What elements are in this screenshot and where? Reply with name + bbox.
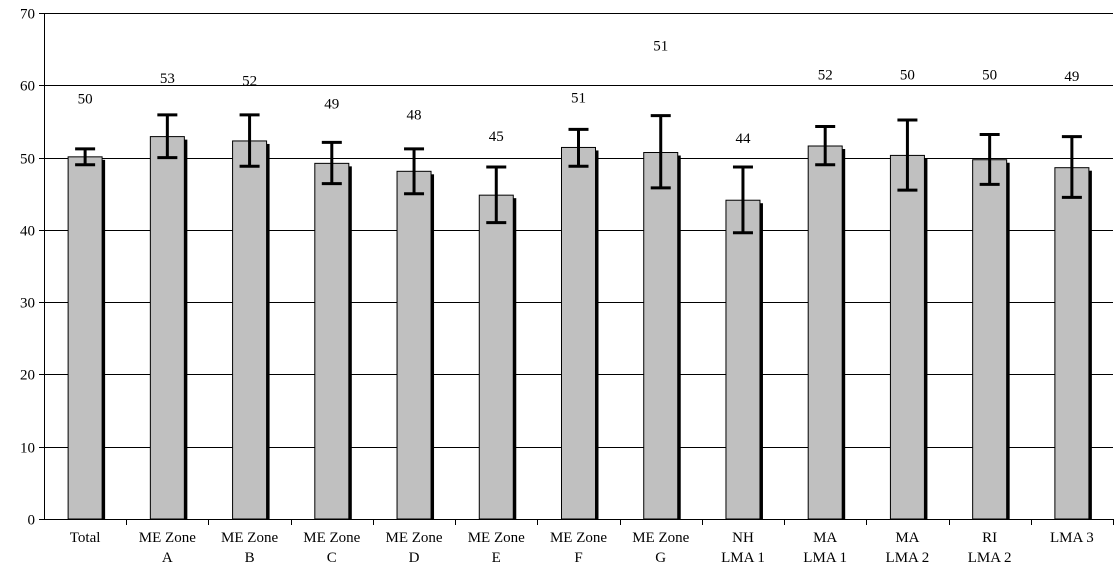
x-category-labels: Total ME Zone A ME Zone B ME Zone C ME Zone D ME … (70, 530, 1094, 566)
data-label: 44 (735, 131, 751, 147)
bar (807, 145, 843, 520)
x-tick-label: ME Zone A (139, 530, 196, 566)
data-label: 51 (571, 91, 586, 107)
x-tick-label: ME Zone F (550, 530, 607, 566)
bar (643, 152, 679, 520)
data-label: 52 (818, 68, 833, 84)
bar (149, 136, 185, 520)
bar (561, 146, 596, 520)
error-bars (75, 113, 1082, 235)
data-label: 49 (1064, 69, 1079, 85)
y-tick-label: 10 (20, 441, 35, 457)
bar (725, 199, 761, 520)
x-tick-label: ME Zone D (385, 530, 442, 566)
axes (39, 13, 1114, 525)
data-label: 51 (653, 39, 668, 55)
y-tick-label: 20 (20, 368, 35, 384)
x-tick-label: MA LMA 1 (803, 530, 847, 566)
y-tick-label: 40 (20, 224, 35, 240)
bar (396, 170, 432, 520)
x-tick-label: MA LMA 2 (886, 530, 930, 566)
bar (67, 156, 103, 520)
bar (314, 162, 350, 520)
y-tick-label: 70 (20, 7, 35, 23)
data-label: 45 (489, 129, 504, 145)
bar (889, 154, 925, 520)
x-tick-label: LMA 3 (1050, 530, 1094, 546)
x-tick-label: ME Zone E (468, 530, 525, 566)
data-label: 50 (900, 68, 915, 84)
data-label: 52 (242, 73, 257, 89)
data-label: 49 (324, 96, 339, 112)
bar (232, 140, 268, 520)
data-label: 50 (78, 91, 93, 107)
bar (478, 194, 514, 520)
y-tick-label: 30 (20, 296, 35, 312)
x-tick-label: NH LMA 1 (721, 530, 765, 566)
y-tick-label: 60 (20, 79, 35, 95)
y-tick-label: 50 (20, 152, 35, 168)
data-label: 48 (407, 107, 422, 123)
x-tick-label: ME Zone G (632, 530, 689, 566)
x-tick-label: RI LMA 2 (968, 530, 1012, 566)
y-tick-labels: 0 10 20 30 40 50 60 70 (20, 7, 35, 529)
x-tick-label: Total (70, 530, 101, 546)
bars (67, 136, 1092, 520)
y-tick-label: 0 (28, 513, 36, 529)
data-label: 53 (160, 71, 175, 87)
bar (972, 159, 1008, 520)
bar (1054, 167, 1090, 520)
data-labels: 50 53 52 49 48 45 51 51 44 52 50 50 49 (78, 39, 1080, 148)
x-tick-label: ME Zone C (303, 530, 360, 566)
x-tick-label: ME Zone B (221, 530, 278, 566)
data-label: 50 (982, 68, 997, 84)
